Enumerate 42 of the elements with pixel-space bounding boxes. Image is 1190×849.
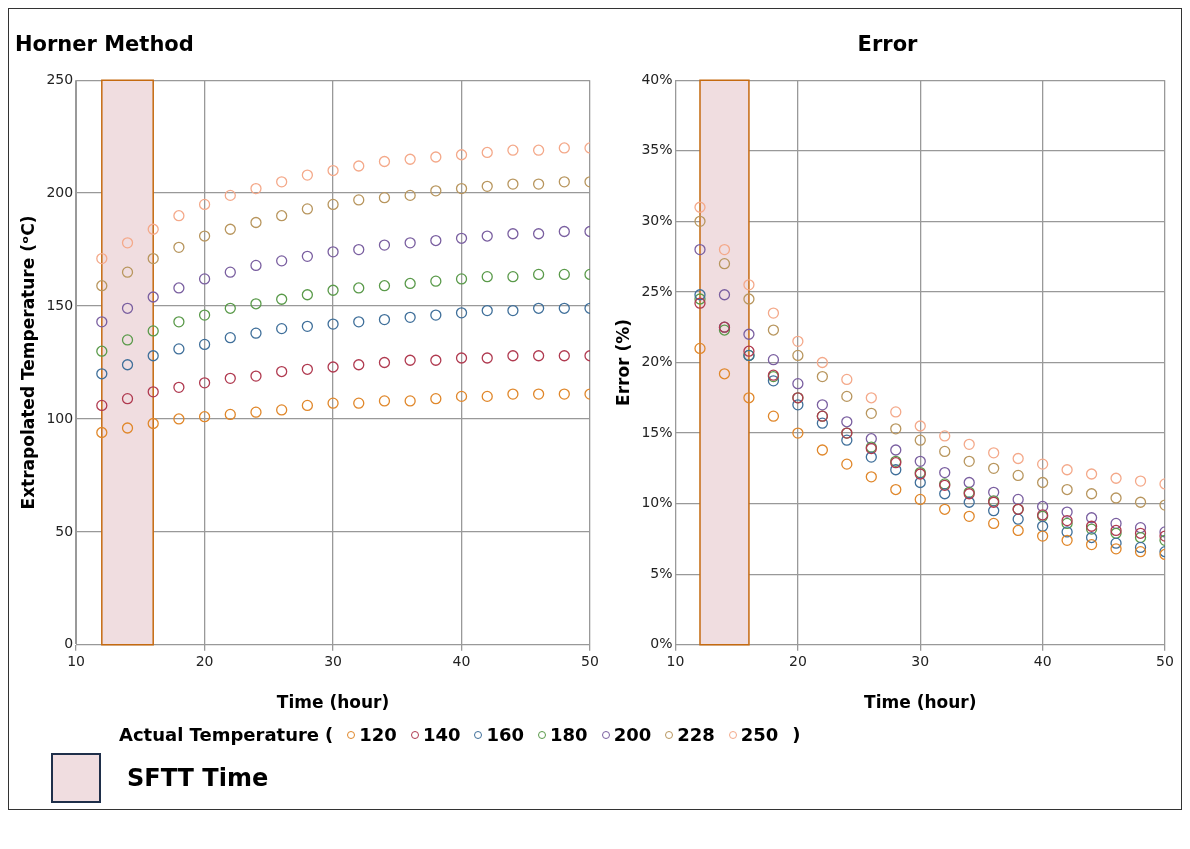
chart-title: Error: [857, 32, 919, 57]
y-tick-label: 50: [55, 522, 74, 539]
legend-label: 180: [550, 724, 588, 745]
x-tick-label: 10: [666, 652, 685, 669]
x-axis-title: Time (hour): [276, 692, 390, 713]
x-tick-label: 30: [324, 652, 342, 669]
y-tick-label: 35%: [641, 141, 673, 158]
x-tick-label: 30: [911, 652, 930, 669]
x-tick-label: 40: [452, 652, 471, 669]
y-tick-label: 10%: [641, 494, 673, 511]
legend-title: Actual Temperature: [119, 724, 320, 745]
y-tick-label: 40%: [641, 70, 673, 87]
y-axis-title: Extrapolated Temperature (ᵒC): [17, 215, 38, 510]
y-tick-label: 5%: [650, 564, 673, 581]
y-tick-label: 250: [46, 70, 74, 87]
x-tick-label: 10: [67, 652, 86, 669]
legend-label: 120: [359, 724, 397, 745]
legend-label: 228: [677, 724, 715, 745]
x-axis-title: Time (hour): [864, 692, 977, 713]
y-tick-label: 0: [64, 635, 74, 652]
y-tick-label: 0%: [650, 635, 673, 652]
y-tick-label: 25%: [641, 282, 673, 299]
x-tick-label: 50: [1156, 652, 1174, 669]
y-tick-label: 150: [46, 296, 74, 313]
y-tick-label: 100: [46, 409, 74, 426]
text: ): [792, 724, 801, 745]
legend-label: 250: [740, 724, 779, 745]
legend-label: 200: [613, 724, 652, 745]
legend-label: SFTT Time: [127, 764, 269, 792]
y-tick-label: 15%: [641, 423, 673, 440]
y-tick-label: 200: [46, 183, 74, 200]
chart-title: Horner Method: [15, 32, 194, 57]
y-tick-label: 30%: [641, 211, 673, 228]
text: (: [325, 724, 334, 745]
legend-label: 160: [486, 724, 525, 745]
legend-label: 140: [422, 724, 461, 745]
y-tick-label: 20%: [641, 353, 673, 370]
x-tick-label: 20: [195, 652, 214, 669]
x-tick-label: 50: [581, 652, 599, 669]
x-tick-label: 40: [1033, 652, 1052, 669]
y-axis-title: Error (%): [612, 319, 633, 406]
x-tick-label: 20: [788, 652, 807, 669]
